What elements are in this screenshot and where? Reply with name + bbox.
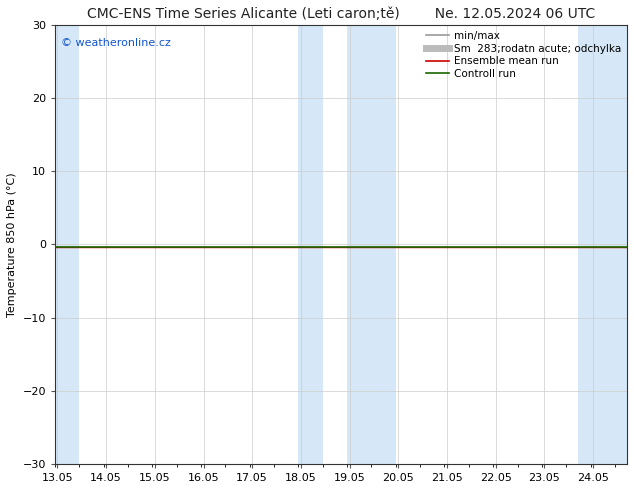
Text: © weatheronline.cz: © weatheronline.cz [61,38,171,48]
Legend: min/max, Sm  283;rodatn acute; odchylka, Ensemble mean run, Controll run: min/max, Sm 283;rodatn acute; odchylka, … [424,28,624,82]
Bar [578,25,627,464]
Y-axis label: Temperature 850 hPa (°C): Temperature 850 hPa (°C) [7,172,17,317]
Title: CMC-ENS Time Series Alicante (Leti caron;tě)        Ne. 12.05.2024 06 UTC: CMC-ENS Time Series Alicante (Leti caron… [87,7,595,21]
Bar [347,25,396,464]
Bar [299,25,323,464]
Bar [55,25,79,464]
